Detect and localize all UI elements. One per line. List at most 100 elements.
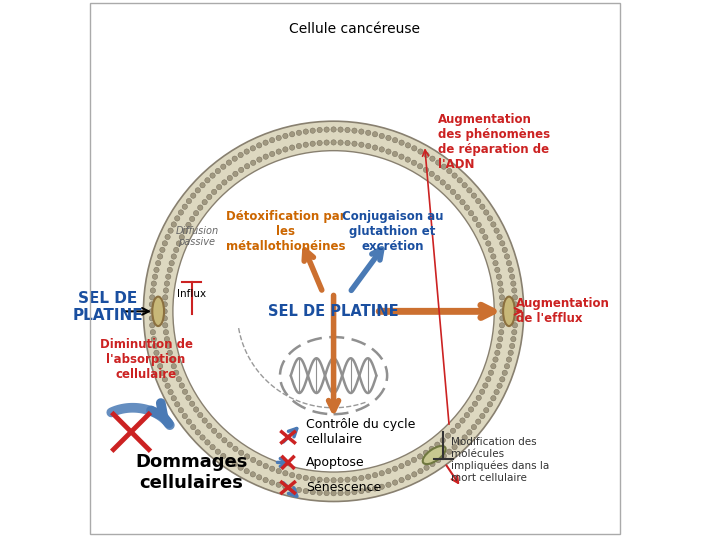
Ellipse shape (164, 337, 170, 342)
Ellipse shape (405, 460, 410, 466)
Ellipse shape (178, 408, 184, 413)
Ellipse shape (200, 435, 205, 440)
Ellipse shape (429, 446, 435, 452)
Ellipse shape (207, 423, 212, 429)
Ellipse shape (462, 435, 467, 440)
Ellipse shape (269, 137, 275, 143)
Ellipse shape (399, 140, 404, 146)
Ellipse shape (366, 130, 371, 135)
Ellipse shape (204, 440, 210, 445)
Ellipse shape (238, 153, 244, 158)
Text: Augmentation
de l'efflux: Augmentation de l'efflux (515, 297, 610, 325)
Ellipse shape (411, 457, 417, 462)
Ellipse shape (502, 247, 508, 252)
Ellipse shape (510, 281, 516, 286)
Ellipse shape (276, 468, 281, 474)
Ellipse shape (164, 281, 170, 286)
Ellipse shape (186, 419, 192, 424)
Ellipse shape (310, 141, 315, 147)
Ellipse shape (212, 428, 217, 433)
Ellipse shape (217, 433, 222, 438)
Ellipse shape (338, 140, 343, 145)
Ellipse shape (338, 490, 343, 496)
Ellipse shape (412, 146, 417, 151)
Ellipse shape (372, 132, 378, 137)
Ellipse shape (422, 446, 446, 464)
Text: Apoptose: Apoptose (306, 456, 364, 469)
Ellipse shape (491, 364, 496, 369)
Ellipse shape (226, 458, 231, 463)
Ellipse shape (263, 463, 268, 469)
Ellipse shape (450, 428, 456, 433)
Ellipse shape (506, 357, 512, 362)
Ellipse shape (165, 234, 170, 240)
Ellipse shape (233, 171, 238, 177)
Ellipse shape (498, 330, 504, 335)
Ellipse shape (512, 288, 517, 293)
Ellipse shape (386, 135, 391, 141)
Ellipse shape (179, 383, 185, 388)
Ellipse shape (222, 438, 227, 443)
Ellipse shape (484, 408, 489, 413)
Ellipse shape (359, 142, 364, 147)
Ellipse shape (351, 476, 357, 482)
Ellipse shape (317, 490, 322, 496)
Ellipse shape (493, 357, 498, 362)
Ellipse shape (171, 222, 177, 227)
Ellipse shape (150, 295, 155, 300)
Ellipse shape (244, 149, 249, 154)
Ellipse shape (508, 350, 513, 355)
Ellipse shape (476, 198, 481, 204)
Ellipse shape (359, 475, 364, 481)
Ellipse shape (494, 389, 499, 395)
Ellipse shape (498, 288, 504, 293)
Ellipse shape (435, 458, 441, 463)
Text: Sénescence: Sénescence (306, 481, 381, 494)
Ellipse shape (186, 198, 192, 204)
Ellipse shape (251, 457, 256, 462)
Ellipse shape (163, 295, 168, 300)
Text: Conjugaison au
glutathion et
excrétion: Conjugaison au glutathion et excrétion (342, 209, 443, 252)
Ellipse shape (324, 490, 329, 496)
Ellipse shape (263, 154, 268, 159)
Ellipse shape (399, 463, 404, 469)
Ellipse shape (331, 127, 337, 132)
Ellipse shape (168, 228, 173, 233)
Ellipse shape (359, 489, 364, 494)
Ellipse shape (221, 453, 226, 459)
Ellipse shape (506, 260, 512, 266)
Ellipse shape (476, 395, 481, 401)
Ellipse shape (510, 274, 515, 279)
Ellipse shape (283, 147, 288, 152)
Ellipse shape (232, 461, 237, 467)
Ellipse shape (393, 480, 398, 485)
Ellipse shape (417, 149, 423, 154)
Ellipse shape (190, 424, 196, 430)
Ellipse shape (429, 171, 435, 177)
Ellipse shape (351, 128, 357, 133)
Ellipse shape (500, 309, 506, 314)
Ellipse shape (154, 267, 159, 273)
Ellipse shape (317, 140, 322, 146)
Ellipse shape (345, 490, 350, 496)
Ellipse shape (512, 323, 518, 328)
Ellipse shape (435, 442, 440, 447)
Ellipse shape (151, 337, 156, 342)
Ellipse shape (257, 157, 262, 162)
Ellipse shape (171, 364, 177, 369)
Ellipse shape (447, 168, 452, 173)
Ellipse shape (171, 396, 177, 401)
Ellipse shape (193, 211, 199, 216)
Ellipse shape (210, 445, 215, 450)
Ellipse shape (149, 316, 155, 321)
Ellipse shape (411, 160, 417, 165)
Ellipse shape (476, 222, 481, 228)
Ellipse shape (168, 389, 173, 395)
Ellipse shape (424, 153, 430, 158)
Ellipse shape (479, 228, 485, 234)
Ellipse shape (430, 461, 435, 467)
Ellipse shape (405, 157, 410, 162)
Ellipse shape (176, 376, 182, 382)
Ellipse shape (182, 413, 187, 419)
Ellipse shape (165, 343, 171, 349)
